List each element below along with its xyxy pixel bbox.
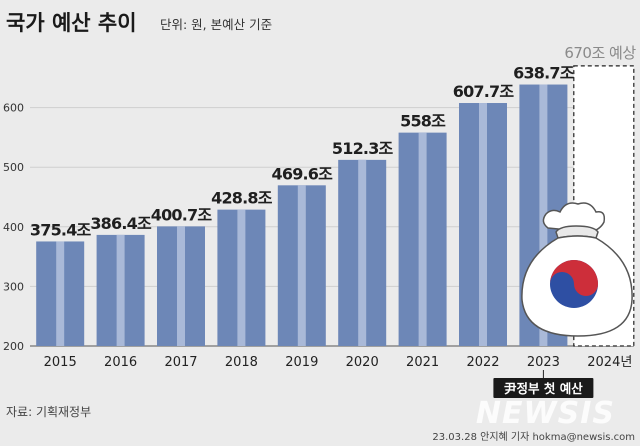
- bar-highlight: [56, 241, 65, 346]
- bar-2017: [157, 226, 205, 346]
- bar-highlight: [177, 226, 185, 346]
- bar-highlight: [479, 103, 487, 346]
- y-tick-label: 500: [3, 161, 24, 174]
- bar-highlight: [358, 159, 367, 346]
- bar-2016: [96, 234, 145, 346]
- x-tick-2020: 2020: [346, 355, 379, 370]
- source-text: 자료: 기획재정부: [6, 405, 91, 419]
- x-tick-2016: 2016: [104, 355, 137, 370]
- x-tick-2015: 2015: [44, 355, 77, 370]
- y-tick-label: 300: [3, 280, 24, 293]
- value-label-2017: 400.7조: [151, 205, 213, 224]
- value-label-2018: 428.8조: [211, 189, 273, 208]
- value-label-2016: 386.4조: [90, 214, 152, 233]
- value-label-2019: 469.6조: [272, 164, 334, 183]
- annotation-text: 尹정부 첫 예산: [504, 381, 583, 396]
- bar-2022: [459, 103, 507, 346]
- x-tick-2017: 2017: [164, 355, 197, 370]
- x-tick-2019: 2019: [285, 355, 318, 370]
- value-label-2020: 512.3조: [332, 139, 394, 158]
- bar-highlight: [539, 84, 548, 347]
- value-label-2015: 375.4조: [30, 220, 92, 239]
- bar-highlight: [297, 185, 306, 346]
- x-tick-2022: 2022: [466, 355, 499, 370]
- money-bag-icon: [521, 202, 633, 337]
- chart-subtitle: 단위: 원, 본예산 기준: [160, 17, 272, 32]
- value-label-2022: 607.7조: [453, 82, 515, 101]
- y-tick-label: 200: [3, 340, 24, 353]
- bar-2019: [277, 185, 326, 346]
- projection-x-label: 2024년: [587, 355, 632, 370]
- chart-title: 국가 예산 추이: [6, 11, 137, 35]
- y-tick-label: 400: [3, 221, 24, 234]
- bar-highlight: [418, 132, 427, 346]
- projection-label: 670조 예상: [564, 44, 636, 62]
- x-tick-2021: 2021: [406, 355, 439, 370]
- x-tick-2018: 2018: [225, 355, 258, 370]
- newsis-watermark: NEWSIS: [476, 396, 615, 431]
- bar-2018: [217, 209, 266, 346]
- bar-highlight: [237, 209, 246, 346]
- value-label-2023: 638.7조: [513, 64, 575, 83]
- value-label-2021: 558조: [400, 112, 446, 131]
- y-axis: 200 300 400 500 600: [3, 102, 24, 353]
- bar-2021: [398, 132, 447, 346]
- y-tick-label: 600: [3, 102, 24, 115]
- bar-highlight: [116, 234, 125, 346]
- annotation-badge: [493, 378, 594, 398]
- bar-2015: [36, 241, 85, 346]
- bar-2020: [338, 159, 387, 346]
- x-axis: 2015 2016 2017 2018 2019 2020 2021 2022 2023: [44, 355, 560, 370]
- bars: [36, 84, 568, 347]
- credit-text: 23.03.28 안지혜 기자 hokma@newsis.com: [432, 431, 635, 443]
- x-tick-2023: 2023: [527, 355, 560, 370]
